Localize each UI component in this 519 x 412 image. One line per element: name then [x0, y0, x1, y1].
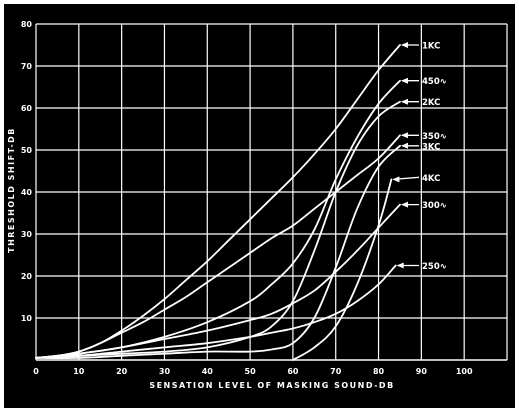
series-line-250: [35, 264, 397, 359]
chart-background: [4, 4, 515, 408]
y-tick-label: 40: [21, 188, 33, 197]
series-labels: 1KC 450∿ 2KC 350∿3KC 4KC 300∿ 250∿: [392, 42, 447, 272]
series-arrowhead-450: [400, 77, 408, 84]
x-tick-label: 80: [373, 367, 385, 376]
series-arrowhead-300: [400, 201, 408, 208]
x-tick-label: 40: [202, 367, 214, 376]
series-label-2kc: 2KC: [422, 98, 440, 108]
x-tick-label: 100: [456, 367, 473, 376]
y-axis-title: THRESHOLD SHIFT-DB: [7, 127, 16, 253]
series-label-3kc: 3KC: [422, 142, 440, 152]
x-tick-label: 60: [287, 367, 299, 376]
grid: [35, 23, 508, 361]
series-line-300: [35, 203, 401, 359]
series-label-450: 450∿: [422, 77, 447, 87]
series-line-3kc: [35, 144, 401, 359]
y-tick-label: 10: [21, 314, 33, 323]
y-tick-label: 60: [21, 104, 33, 113]
tick-labels: 0 10 20 30 40 50 60 70 80 90 100 10 20 30 40 50 60 70 80: [21, 20, 473, 376]
series-label-300: 300∿: [422, 201, 447, 211]
series-label-250: 250∿: [422, 262, 447, 272]
series-label-4kc: 4KC: [422, 174, 440, 184]
y-tick-label: 50: [21, 146, 33, 155]
series-label-350: 350∿: [422, 132, 447, 142]
series-arrowhead-1kc: [400, 42, 408, 48]
x-tick-label: 20: [116, 367, 128, 376]
series-line-2kc: [35, 100, 401, 359]
x-tick-label: 30: [159, 367, 171, 376]
series-arrowhead-2kc: [400, 98, 408, 105]
x-tick-label: 10: [73, 367, 85, 376]
x-tick-label: 50: [245, 367, 257, 376]
y-tick-label: 30: [21, 230, 33, 239]
y-tick-label: 70: [21, 62, 33, 71]
x-tick-label: 0: [33, 367, 39, 376]
series-curves: [35, 44, 401, 361]
series-label-1kc: 1KC: [422, 42, 440, 52]
x-axis-title: SENSATION LEVEL OF MASKING SOUND-DB: [149, 381, 394, 390]
series-arrowhead-4kc: [392, 176, 400, 183]
y-tick-label: 20: [21, 272, 33, 281]
series-arrowhead-250: [396, 262, 404, 269]
series-arrowhead-350: [400, 132, 408, 139]
series-line-350: [35, 134, 401, 359]
x-tick-label: 70: [330, 367, 342, 376]
series-arrowhead-3kc: [400, 142, 408, 149]
y-tick-label: 80: [21, 20, 33, 29]
x-tick-label: 90: [416, 367, 428, 376]
